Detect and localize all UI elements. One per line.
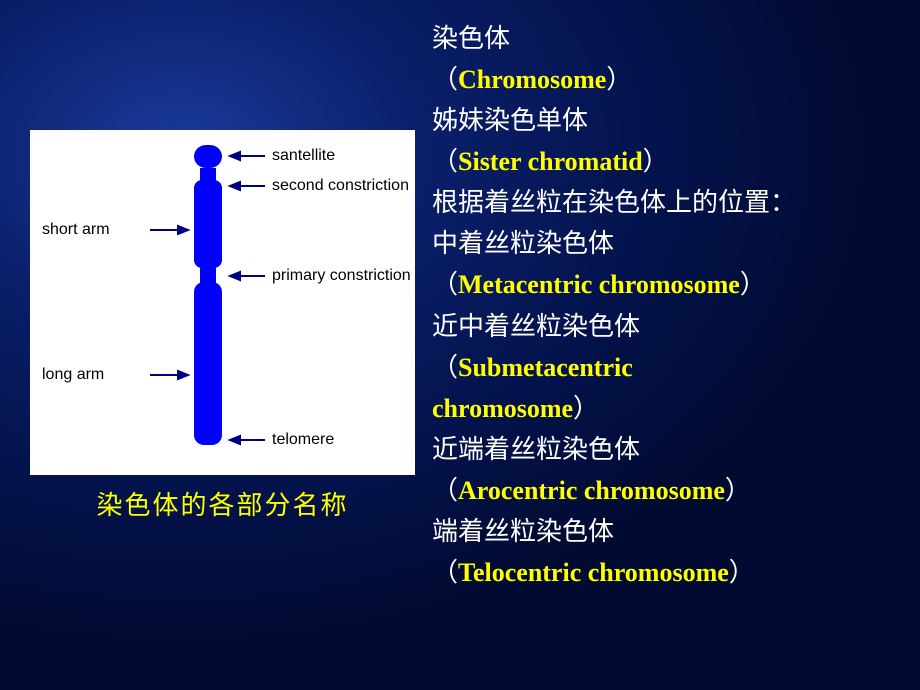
term-chromosome-cn: 染色体 (432, 18, 907, 59)
term-telocentric-en-line: （Telocentric chromosome） (432, 552, 907, 593)
term-chromosome-en-line: （Chromosome） (432, 59, 907, 100)
diagram-caption: 染色体的各部分名称 (30, 485, 415, 522)
term-acrocentric-en-line: （Arocentric chromosome） (432, 470, 907, 511)
term-submetacentric-en-line1: （Submetacentric (432, 347, 907, 388)
term-metacentric-en: Metacentric chromosome (458, 270, 740, 299)
term-telocentric-cn: 端着丝粒染色体 (432, 511, 907, 552)
term-submetacentric-cn: 近中着丝粒染色体 (432, 306, 907, 347)
label-short-arm: short arm (42, 221, 110, 239)
label-long-arm: long arm (42, 366, 104, 384)
label-telomere: telomere (272, 431, 334, 449)
term-chromosome-en: Chromosome (458, 65, 606, 94)
term-metacentric-cn: 中着丝粒染色体 (432, 223, 907, 264)
chromosome-diagram: santellite second constriction short arm… (30, 130, 415, 475)
term-acrocentric-en: Arocentric chromosome (458, 476, 725, 505)
term-sister-cn: 姊妹染色单体 (432, 100, 907, 141)
left-column: santellite second constriction short arm… (30, 130, 415, 522)
label-second-constriction: second constriction (272, 177, 409, 195)
term-submetacentric-en2: chromosome (432, 394, 573, 423)
label-satellite: santellite (272, 147, 335, 165)
term-submetacentric-en1: Submetacentric (458, 353, 633, 382)
term-telocentric-en: Telocentric chromosome (458, 558, 729, 587)
term-metacentric-en-line: （Metacentric chromosome） (432, 264, 907, 305)
term-sister-en-line: （Sister chromatid） (432, 141, 907, 182)
term-acrocentric-cn: 近端着丝粒染色体 (432, 429, 907, 470)
terms-list: 染色体 （Chromosome） 姊妹染色单体 （Sister chromati… (432, 18, 907, 593)
term-submetacentric-en-line2: chromosome） (432, 388, 907, 429)
term-sister-en: Sister chromatid (458, 147, 643, 176)
label-primary-constriction: primary constriction (272, 267, 411, 285)
position-intro: 根据着丝粒在染色体上的位置： (432, 182, 907, 223)
